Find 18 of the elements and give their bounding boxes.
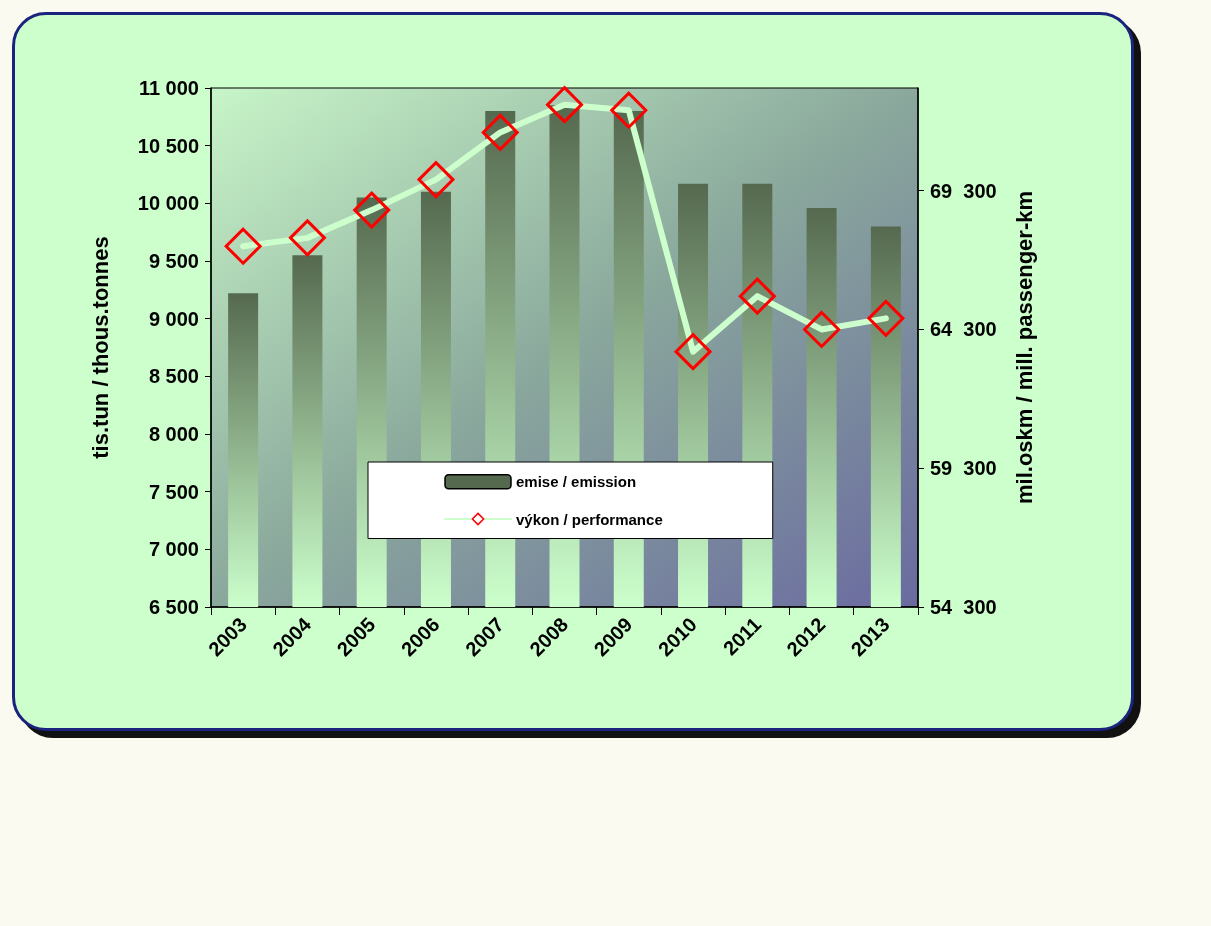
y-axis-title: tis.tun / thous.tonnes bbox=[87, 236, 113, 459]
y-tick-label: 10 000 bbox=[137, 192, 199, 215]
y-tick-label: 10 500 bbox=[137, 134, 199, 157]
y-tick-label: 6 500 bbox=[148, 596, 199, 618]
y2-tick-label: 69 300 bbox=[930, 179, 997, 202]
y-tick-label: 7 500 bbox=[148, 480, 199, 503]
y-tick-label: 8 000 bbox=[148, 423, 199, 445]
y2-axis-title: mil.oskm / mill. passenger-km bbox=[1011, 190, 1037, 505]
y-tick-label: 7 000 bbox=[148, 538, 199, 561]
y-tick-label: 11 000 bbox=[138, 77, 199, 99]
y-tick-label: 8 500 bbox=[148, 365, 199, 388]
y-tick-label: 9 000 bbox=[148, 307, 199, 330]
legend-label: emise / emission bbox=[516, 473, 637, 491]
y2-tick-label: 64 300 bbox=[930, 318, 997, 341]
legend-label: výkon / performance bbox=[516, 510, 663, 528]
y2-tick-label: 59 300 bbox=[930, 457, 997, 480]
y-tick-label: 9 500 bbox=[148, 250, 199, 272]
y2-tick-label: 54 300 bbox=[930, 596, 997, 618]
